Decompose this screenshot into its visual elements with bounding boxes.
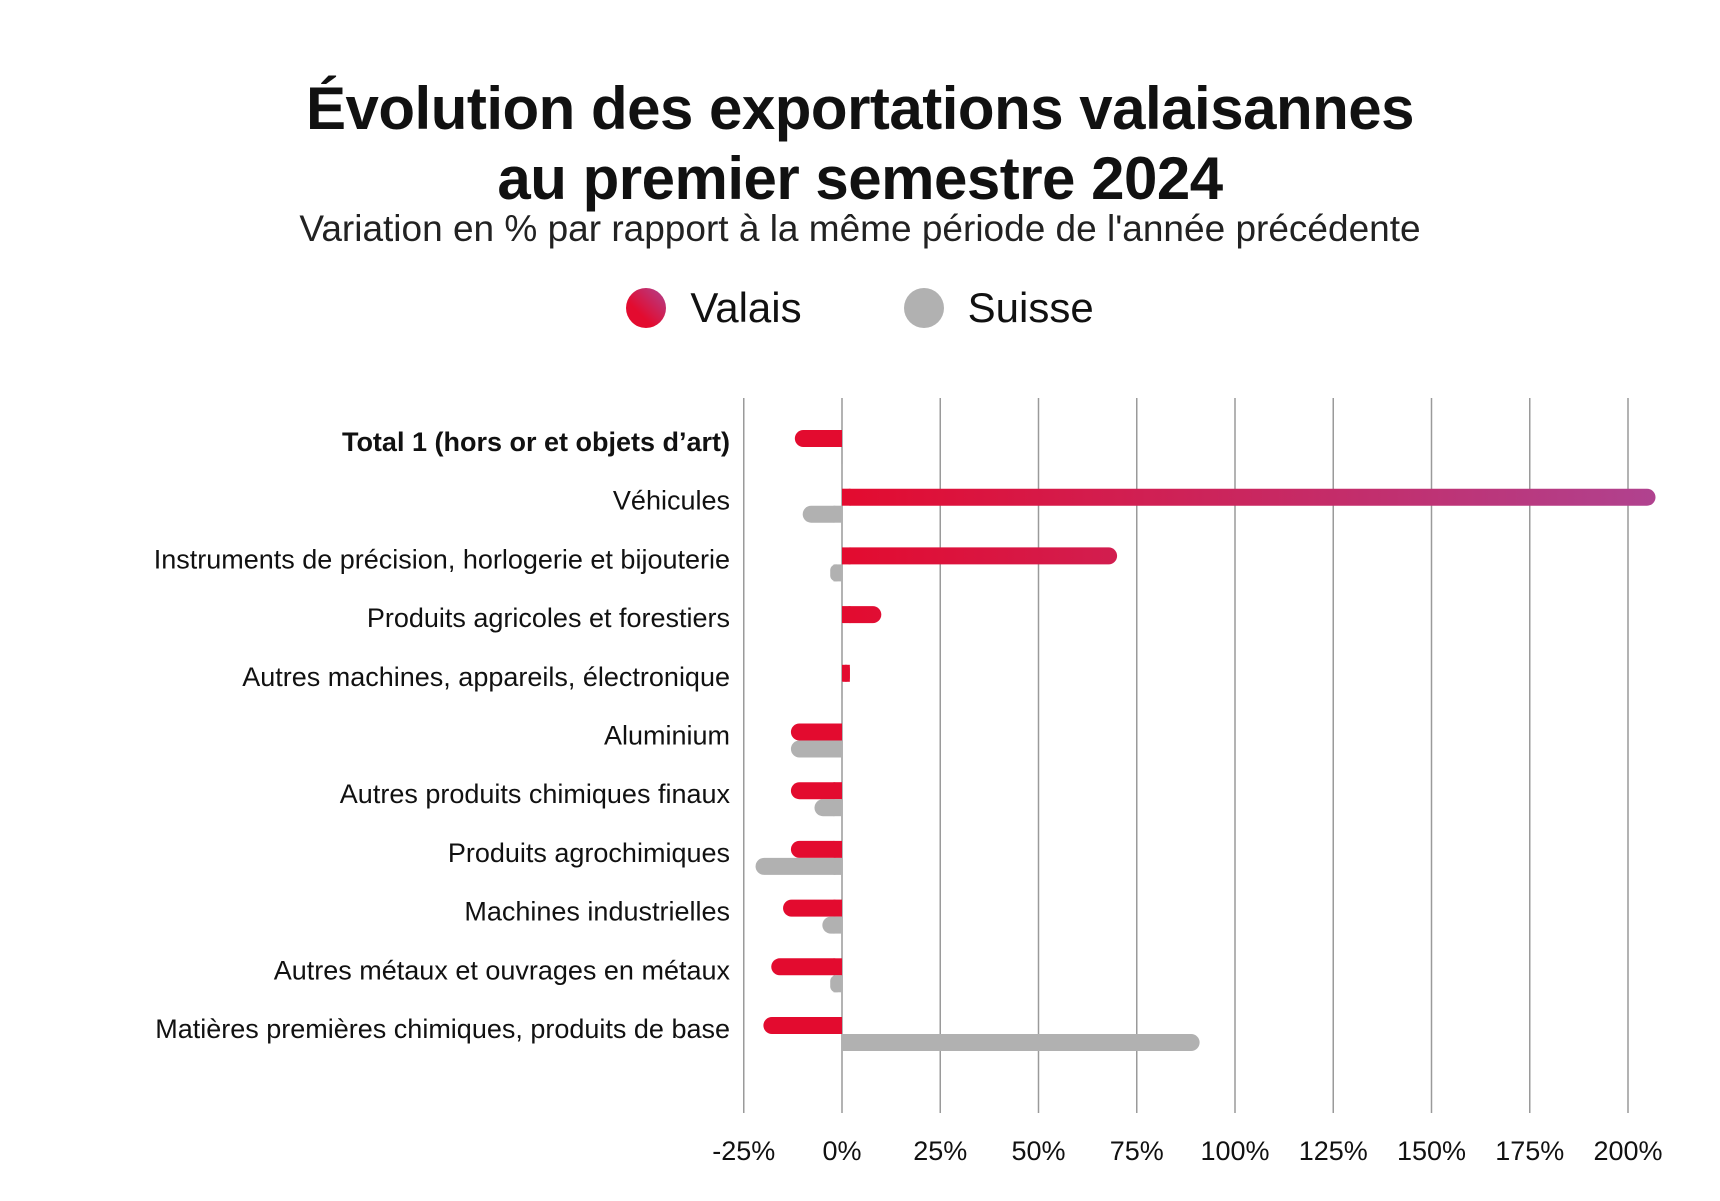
bar-suisse (755, 857, 842, 875)
category-label: Produits agricoles et forestiers (367, 603, 730, 633)
x-tick-label: 25% (913, 1136, 967, 1166)
category-label: Autres machines, appareils, électronique (242, 662, 730, 692)
bar-suisse-base (842, 1034, 851, 1051)
legend-label-suisse: Suisse (967, 284, 1094, 331)
category-label: Machines industrielles (464, 897, 730, 927)
chart-title: Évolution des exportations valaisannes a… (0, 74, 1720, 214)
bar-suisse (842, 1034, 1200, 1051)
category-label: Matières premières chimiques, produits d… (155, 1014, 730, 1044)
bar-suisse-base (833, 857, 842, 875)
bar-suisse-base (833, 740, 842, 758)
x-tick-label: 150% (1397, 1136, 1466, 1166)
x-tick-label: -25% (712, 1136, 775, 1166)
category-label: Autres produits chimiques finaux (340, 779, 731, 809)
x-tick-label: 125% (1299, 1136, 1368, 1166)
x-tick-label: 200% (1593, 1136, 1662, 1166)
bars (755, 430, 1656, 1051)
x-tick-label: 50% (1011, 1136, 1065, 1166)
bar-valais (790, 723, 842, 741)
legend-swatch-valais (626, 288, 667, 328)
bar-valais (842, 547, 1118, 565)
bar-valais (763, 1017, 842, 1034)
category-label: Autres métaux et ouvrages en métaux (274, 955, 731, 985)
bar-valais-base (833, 430, 842, 447)
chart-subtitle: Variation en % par rapport à la même pér… (299, 208, 1421, 249)
bar-valais (790, 782, 842, 800)
bar-suisse (802, 505, 842, 523)
bar-suisse-base (833, 564, 842, 582)
bar-suisse-base (841, 623, 843, 641)
bar-suisse-base (841, 681, 843, 699)
bar-suisse (790, 740, 842, 758)
legend-item-suisse: Suisse (903, 284, 1094, 332)
x-tick-label: 75% (1110, 1136, 1164, 1166)
legend-label-valais: Valais (690, 284, 802, 331)
gridlines (743, 398, 1629, 1113)
bar-suisse-base (841, 447, 843, 464)
bar-valais-base (842, 547, 851, 565)
bar-valais (794, 430, 842, 447)
category-label: Total 1 (hors or et objets d’art) (342, 427, 730, 457)
bar-valais-base (842, 488, 851, 506)
x-tick-label: 175% (1495, 1136, 1564, 1166)
category-label: Véhicules (613, 486, 730, 516)
x-axis-ticks: -25% 0% 25% 50% 75% 100% 125% 150% 175% 200% (712, 1136, 1662, 1166)
chart-legend: Valais Suisse (0, 278, 1720, 338)
chart-title-line-1: Évolution des exportations valaisannes (306, 75, 1415, 142)
bar-valais (790, 840, 842, 858)
bar-suisse-base (833, 916, 842, 934)
bar-valais-base (833, 899, 842, 917)
bar-valais (842, 606, 882, 624)
legend-item-valais: Valais (626, 284, 802, 332)
bar-valais-base (842, 606, 851, 624)
bar-valais-base (842, 664, 850, 682)
bar-valais-base (833, 782, 842, 800)
bar-valais-base (833, 958, 842, 976)
bar-valais (771, 958, 842, 976)
category-label: Produits agrochimiques (448, 838, 730, 868)
bar-suisse-base (833, 799, 842, 817)
bar-valais-base (833, 840, 842, 858)
category-label: Aluminium (604, 721, 730, 751)
legend-swatch-suisse (903, 288, 944, 328)
bar-valais (783, 899, 842, 917)
bar-valais-base (833, 1017, 842, 1034)
bar-suisse-base (833, 975, 842, 993)
chart-title-line-2: au premier semestre 2024 (497, 145, 1223, 212)
x-tick-label: 0% (822, 1136, 861, 1166)
bar-valais (842, 488, 1656, 506)
category-labels: Total 1 (hors or et objets d’art) Véhicul… (154, 427, 731, 1044)
bar-valais-base (833, 723, 842, 741)
category-label: Instruments de précision, horlogerie et … (154, 544, 730, 574)
bar-suisse-base (833, 505, 842, 523)
x-tick-label: 100% (1200, 1136, 1269, 1166)
